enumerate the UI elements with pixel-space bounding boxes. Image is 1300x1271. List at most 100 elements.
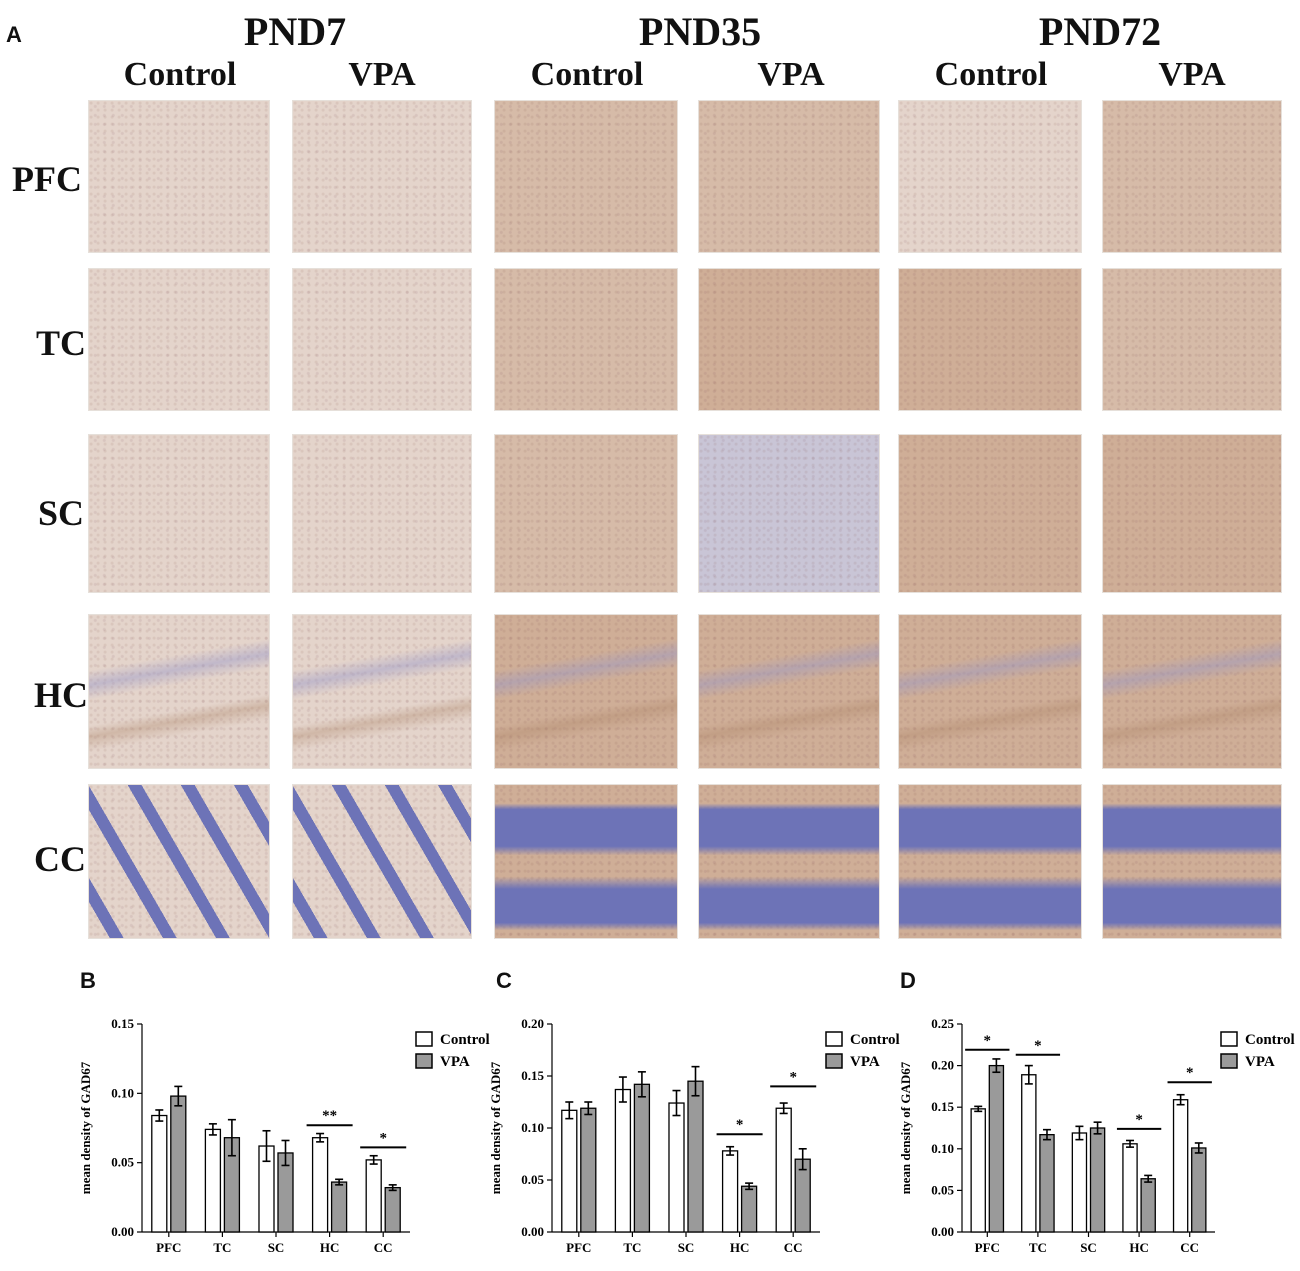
panel-a-letter: A <box>6 22 22 47</box>
micrograph-tc-pnd72-vpa <box>1102 268 1282 411</box>
y-tick-label: 0.10 <box>111 1085 134 1100</box>
column-title-pnd72-control: Control <box>934 56 1048 93</box>
legend-label-vpa: VPA <box>1245 1054 1275 1070</box>
significance-label: * <box>1135 1112 1143 1128</box>
panel-d-letter: D <box>900 968 916 993</box>
legend-label-control: Control <box>440 1032 490 1048</box>
group-title-pnd72: PND72 <box>1038 9 1162 54</box>
y-tick-label: 0.00 <box>111 1224 134 1239</box>
y-tick-label: 0.25 <box>931 1016 954 1031</box>
x-tick-label: CC <box>784 1240 803 1255</box>
micrograph-sc-pnd35-vpa <box>698 434 880 593</box>
bar-chart-b: mean density of GAD67 0.00 0.05 0.10 0.15 PFC… <box>78 1016 490 1255</box>
bar-vpa-cc <box>384 1186 401 1233</box>
bar-control-tc <box>614 1088 632 1233</box>
x-tick-label: TC <box>1029 1240 1047 1255</box>
micrograph-hc-pnd7-control <box>88 614 270 769</box>
micrograph-sc-pnd7-control <box>88 434 270 593</box>
micrograph-cc-pnd7-control <box>88 784 270 939</box>
micrograph-hc-pnd7-vpa <box>292 614 472 769</box>
micrograph-sc-pnd72-control <box>898 434 1082 593</box>
significance-label: * <box>1186 1065 1194 1081</box>
y-tick-label: 0.10 <box>931 1141 954 1156</box>
micrograph-tc-pnd7-control <box>88 268 270 411</box>
x-tick-label: HC <box>320 1240 340 1255</box>
row-label-hc: HC <box>34 675 88 715</box>
micrograph-cc-pnd7-vpa <box>292 784 472 939</box>
x-tick-label: PFC <box>975 1240 1000 1255</box>
micrograph-pfc-pnd35-vpa <box>698 100 880 253</box>
column-title-pnd35-vpa: VPA <box>757 56 825 93</box>
bar-vpa-sc <box>687 1080 704 1233</box>
micrograph-cc-pnd35-control <box>494 784 678 939</box>
micrograph-cc-pnd72-control <box>898 784 1082 939</box>
x-tick-label: SC <box>268 1240 285 1255</box>
bar-vpa-hc <box>330 1181 348 1233</box>
micrograph-hc-pnd72-control <box>898 614 1082 769</box>
micrograph-pfc-pnd35-control <box>494 100 678 253</box>
bar-control-pfc <box>151 1114 168 1233</box>
row-label-cc: CC <box>34 839 86 879</box>
bar-chart-c: mean density of GAD67 0.00 0.05 0.10 0.15 0.2… <box>488 1016 900 1255</box>
y-tick-label: 0.15 <box>111 1016 134 1031</box>
micrograph-hc-pnd35-control <box>494 614 678 769</box>
x-tick-label: HC <box>1129 1240 1149 1255</box>
row-label-sc: SC <box>38 493 85 533</box>
micrograph-hc-pnd72-vpa <box>1102 614 1282 769</box>
micrograph-sc-pnd7-vpa <box>292 434 472 593</box>
bar-vpa-sc <box>1089 1127 1106 1233</box>
bar-control-tc <box>1021 1074 1037 1233</box>
bar-vpa-pfc <box>170 1095 187 1233</box>
bar-vpa-cc <box>1191 1147 1207 1233</box>
bar-vpa-hc <box>740 1185 758 1233</box>
micrograph-tc-pnd35-vpa <box>698 268 880 411</box>
micrograph-tc-pnd7-vpa <box>292 268 472 411</box>
y-axis-label: mean density of GAD67 <box>488 1061 503 1194</box>
legend-label-vpa: VPA <box>440 1054 470 1070</box>
micrograph-cc-pnd72-vpa <box>1102 784 1282 939</box>
legend-label-vpa: VPA <box>850 1054 880 1070</box>
y-tick-label: 0.00 <box>931 1224 954 1239</box>
micrograph-pfc-pnd72-control <box>898 100 1082 253</box>
y-tick-label: 0.05 <box>931 1182 954 1197</box>
bar-vpa-tc <box>1039 1134 1055 1233</box>
y-tick-label: 0.15 <box>931 1099 954 1114</box>
micrograph-hc-pnd35-vpa <box>698 614 880 769</box>
bar-chart-d: mean density of GAD67 0.00 0.05 0.10 0.15 0.2… <box>898 1016 1295 1255</box>
legend-swatch-vpa <box>825 1053 843 1069</box>
y-tick-label: 0.20 <box>931 1058 954 1073</box>
micrograph-pfc-pnd72-vpa <box>1102 100 1282 253</box>
bar-vpa-pfc <box>580 1107 597 1233</box>
legend-swatch-control <box>1220 1031 1238 1047</box>
micrograph-pfc-pnd7-control <box>88 100 270 253</box>
micrograph-sc-pnd35-control <box>494 434 678 593</box>
legend-swatch-vpa <box>1220 1053 1238 1069</box>
bar-control-cc <box>365 1159 382 1233</box>
significance-label: ** <box>322 1108 337 1124</box>
y-tick-label: 0.15 <box>521 1068 544 1083</box>
y-tick-label: 0.10 <box>521 1120 544 1135</box>
y-axis-label: mean density of GAD67 <box>78 1061 93 1194</box>
x-tick-label: CC <box>1180 1240 1199 1255</box>
y-axis-label: mean density of GAD67 <box>898 1061 913 1194</box>
bar-vpa-tc <box>633 1083 651 1233</box>
legend-swatch-vpa <box>415 1053 433 1069</box>
x-tick-label: SC <box>678 1240 695 1255</box>
column-title-pnd72-vpa: VPA <box>1158 56 1226 93</box>
y-tick-label: 0.05 <box>111 1155 134 1170</box>
bar-control-pfc <box>561 1109 578 1233</box>
x-tick-label: SC <box>1080 1240 1097 1255</box>
bar-control-hc <box>1122 1143 1138 1233</box>
bar-control-pfc <box>970 1108 986 1233</box>
panel-b-letter: B <box>80 968 96 993</box>
bar-vpa-pfc <box>988 1064 1005 1233</box>
legend-label-control: Control <box>850 1032 900 1048</box>
micrograph-sc-pnd72-vpa <box>1102 434 1282 593</box>
micrograph-tc-pnd72-control <box>898 268 1082 411</box>
x-tick-label: PFC <box>156 1240 181 1255</box>
bar-control-hc <box>311 1137 329 1233</box>
x-tick-label: TC <box>623 1240 641 1255</box>
bar-control-tc <box>204 1128 222 1233</box>
group-title-pnd35: PND35 <box>638 9 762 54</box>
column-title-pnd7-vpa: VPA <box>348 56 416 93</box>
